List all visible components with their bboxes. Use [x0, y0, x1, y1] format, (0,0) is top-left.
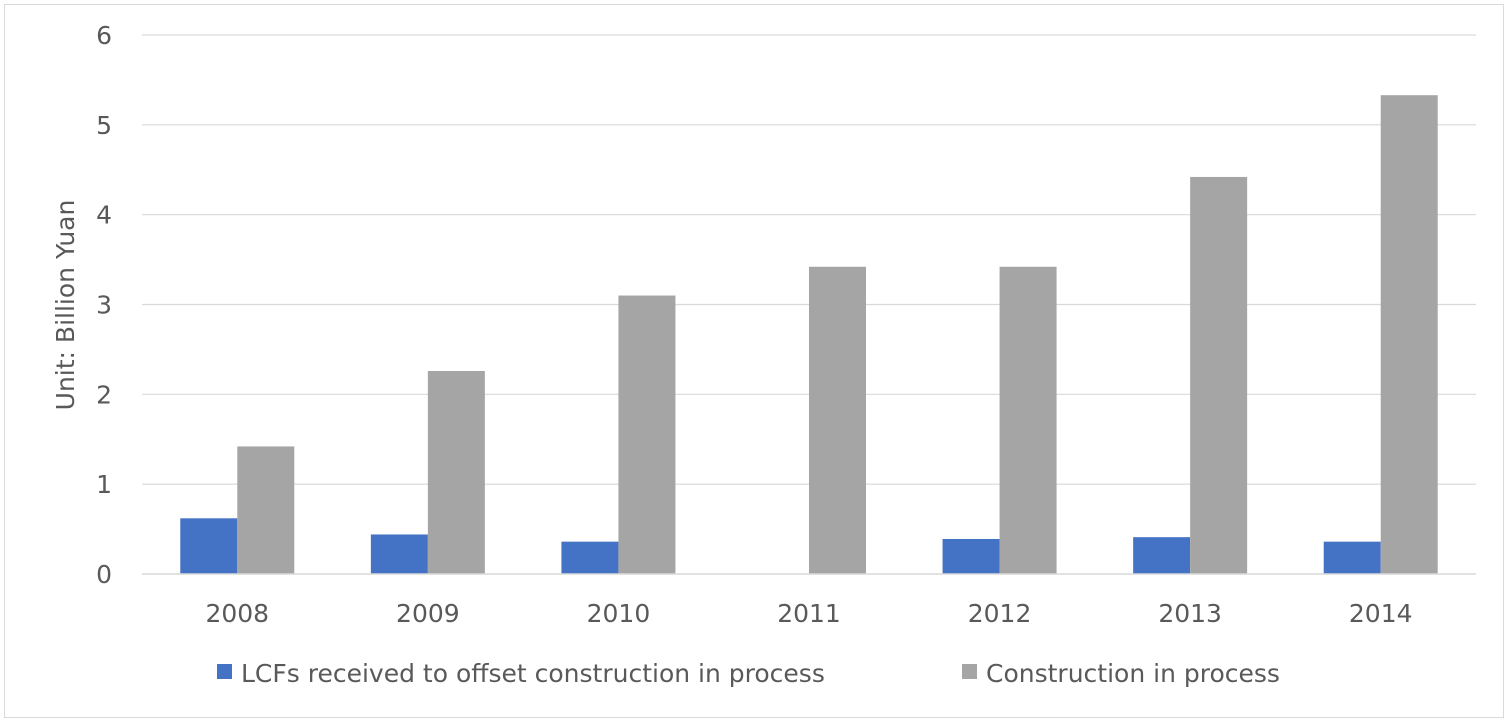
x-tick-label: 2012 — [968, 599, 1032, 628]
x-tick-label: 2013 — [1158, 599, 1222, 628]
bar-lcfs-2009 — [370, 534, 428, 574]
bar-construction-2013 — [1190, 176, 1248, 574]
legend: LCFs received to offset construction in … — [217, 659, 1280, 688]
bars — [180, 95, 1438, 574]
y-tick-label: 6 — [96, 21, 112, 50]
x-tick-label: 2010 — [587, 599, 651, 628]
y-tick-label: 4 — [96, 201, 112, 230]
bar-lcfs-2010 — [561, 541, 619, 574]
y-tick-labels: 0 1 2 3 4 5 6 — [96, 21, 112, 589]
y-tick-label: 1 — [96, 470, 112, 499]
x-tick-labels: 2008 2009 2010 2011 2012 2013 2014 — [205, 599, 1412, 628]
x-tick-label: 2011 — [777, 599, 841, 628]
legend-swatch-construction — [962, 664, 977, 679]
legend-label-lcfs: LCFs received to offset construction in … — [241, 659, 825, 688]
x-tick-label: 2009 — [396, 599, 460, 628]
legend-swatch-lcfs — [217, 664, 232, 679]
bar-lcfs-2012 — [942, 538, 1000, 574]
y-tick-label: 0 — [96, 560, 112, 589]
y-axis-title: Unit: Billion Yuan — [51, 200, 80, 411]
chart-frame — [4, 4, 1504, 718]
y-tick-label: 2 — [96, 380, 112, 409]
bar-construction-2012 — [999, 266, 1057, 574]
bar-construction-2010 — [618, 295, 676, 574]
x-tick-label: 2008 — [205, 599, 269, 628]
legend-label-construction: Construction in process — [986, 659, 1280, 688]
bar-construction-2011 — [809, 266, 866, 574]
bar-lcfs-2014 — [1323, 541, 1381, 574]
bar-construction-2014 — [1380, 95, 1438, 574]
bar-lcfs-2008 — [180, 518, 238, 574]
x-tick-label: 2014 — [1349, 599, 1413, 628]
bar-construction-2008 — [237, 446, 295, 574]
bar-construction-2009 — [427, 370, 485, 574]
gridlines — [142, 34, 1476, 485]
bar-lcfs-2013 — [1133, 537, 1191, 574]
y-tick-label: 3 — [96, 291, 112, 320]
y-tick-label: 5 — [96, 111, 112, 140]
